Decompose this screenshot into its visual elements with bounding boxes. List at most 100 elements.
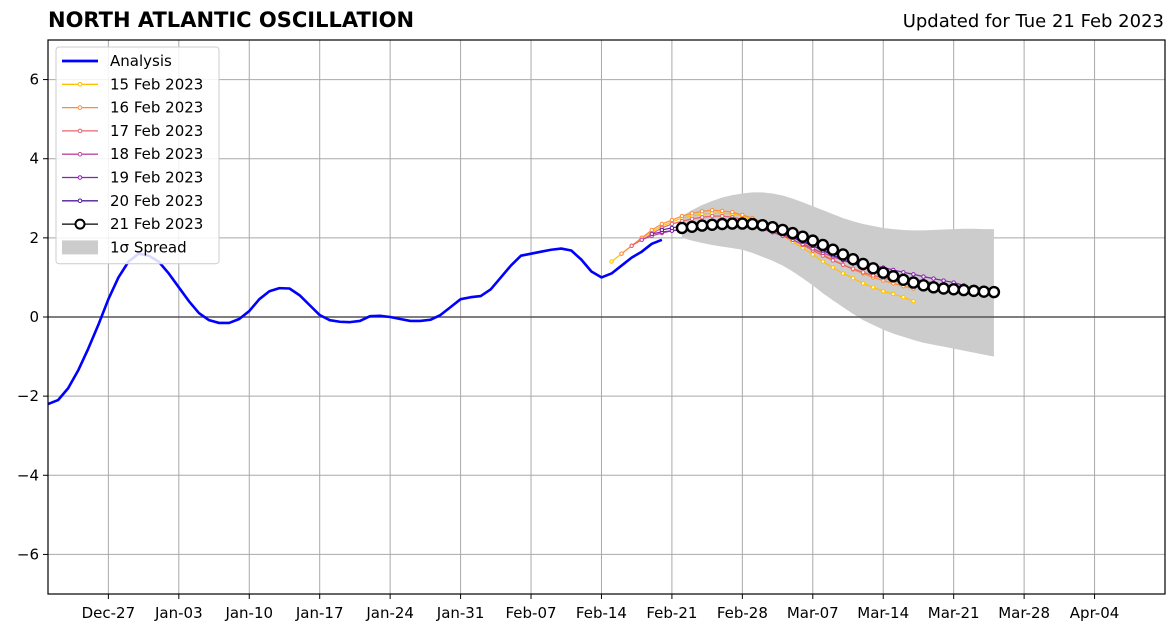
legend-marker <box>77 151 83 157</box>
forecast-point <box>659 221 665 227</box>
axes: Dec-27 Jan-03 Jan-10 Jan-17 Jan-24 Jan-31 Feb-… <box>17 39 1166 622</box>
forecast-point <box>720 213 725 219</box>
legend-item: 19 Feb 2023 <box>62 169 203 187</box>
forecast-point <box>941 278 946 283</box>
forecast-point <box>699 215 705 220</box>
x-tick-label: Jan-24 <box>365 604 414 622</box>
spread-band <box>681 192 994 357</box>
y-tick-label: −2 <box>17 387 39 405</box>
forecast-point <box>931 276 936 281</box>
forecast-point <box>736 217 749 230</box>
x-tick-label: Feb-21 <box>646 604 697 622</box>
x-tick-label: Feb-07 <box>505 604 556 622</box>
forecast-point <box>937 282 950 295</box>
legend-label: 20 Feb 2023 <box>110 192 203 210</box>
forecast-point <box>866 262 880 275</box>
forecast-point <box>830 258 836 263</box>
forecast-point <box>689 216 695 222</box>
forecast-point <box>840 271 846 276</box>
forecast-point <box>810 252 815 257</box>
forecast-point <box>669 225 675 231</box>
legend-marker <box>77 128 83 134</box>
forecast-point <box>740 212 745 218</box>
legend-label: 18 Feb 2023 <box>110 145 203 163</box>
forecast-point <box>675 221 689 235</box>
forecast-point <box>756 218 769 232</box>
forecast-point <box>901 295 906 300</box>
x-tick-label: Feb-14 <box>576 604 627 622</box>
legend-marker <box>77 82 83 87</box>
forecast-point <box>659 227 665 233</box>
forecast-point <box>860 281 866 286</box>
forecast-point <box>649 227 654 233</box>
forecast-point <box>649 231 654 237</box>
forecast-point <box>967 284 981 298</box>
legend-label: 16 Feb 2023 <box>110 99 203 117</box>
forecast-point <box>619 251 624 256</box>
forecast-point <box>796 230 809 243</box>
forecast-point <box>907 276 920 289</box>
forecast-point <box>870 285 876 290</box>
forecast-point <box>716 217 729 231</box>
x-tick-label: Jan-10 <box>224 604 273 622</box>
forecast-point <box>947 283 960 296</box>
forecast-point <box>699 209 705 214</box>
forecast-point <box>669 217 675 223</box>
legend-item: 20 Feb 2023 <box>62 192 203 210</box>
forecast-point <box>820 259 826 264</box>
chart-title: NORTH ATLANTIC OSCILLATION <box>48 8 415 32</box>
legend-marker <box>77 198 83 204</box>
forecast-point <box>917 279 930 292</box>
legend-label: Analysis <box>110 52 172 70</box>
forecast-point <box>816 238 830 252</box>
forecast-point <box>669 221 675 227</box>
spread-band-layer <box>681 192 994 357</box>
y-tick-label: 6 <box>29 71 39 89</box>
forecast-point <box>830 265 836 270</box>
legend-swatch <box>62 240 98 255</box>
forecast-point <box>891 291 896 297</box>
legend-item: 17 Feb 2023 <box>62 122 203 140</box>
legend-item: 16 Feb 2023 <box>62 99 203 117</box>
chart-subtitle: Updated for Tue 21 Feb 2023 <box>902 11 1164 32</box>
legend: Analysis 15 Feb 2023 16 Feb 2023 17 Feb 202… <box>55 46 220 265</box>
x-tick-label: Jan-31 <box>436 604 485 622</box>
legend-item: 1σ Spread <box>62 238 187 256</box>
x-tick-label: Mar-21 <box>928 604 980 622</box>
y-tick-label: 4 <box>29 150 39 168</box>
x-tick-label: Apr-04 <box>1070 604 1120 622</box>
forecast-point <box>726 217 739 230</box>
legend-item: 18 Feb 2023 <box>62 145 203 163</box>
x-tick-label: Dec-27 <box>82 604 136 622</box>
forecast-point <box>689 211 695 216</box>
forecast-point <box>806 234 819 247</box>
legend-item: 21 Feb 2023 <box>62 215 203 233</box>
forecast-point <box>911 272 916 277</box>
forecast-point <box>720 208 725 214</box>
x-tick-label: Feb-28 <box>717 604 768 622</box>
forecast-point <box>877 266 890 279</box>
forecast-point <box>897 273 910 287</box>
legend-marker <box>77 175 83 180</box>
legend-item: Analysis <box>62 52 172 70</box>
legend-item: 15 Feb 2023 <box>62 75 203 93</box>
series-layer <box>47 207 1001 406</box>
x-tick-label: Jan-03 <box>154 604 203 622</box>
forecast-point <box>746 217 759 231</box>
forecast-point <box>887 270 900 283</box>
forecast-point <box>977 285 991 298</box>
x-tick-label: Jan-17 <box>295 604 344 622</box>
forecast-series <box>675 217 1001 299</box>
forecast-point <box>911 298 916 304</box>
forecast-point <box>685 220 699 233</box>
x-tick-label: Mar-14 <box>857 604 909 622</box>
forecast-point <box>921 274 926 279</box>
legend-label: 21 Feb 2023 <box>110 215 203 233</box>
legend-label: 17 Feb 2023 <box>110 122 203 140</box>
y-tick-label: −4 <box>17 466 39 484</box>
forecast-point <box>846 253 860 266</box>
forecast-point <box>850 266 856 271</box>
forecast-point <box>629 243 634 248</box>
forecast-point <box>836 248 850 261</box>
